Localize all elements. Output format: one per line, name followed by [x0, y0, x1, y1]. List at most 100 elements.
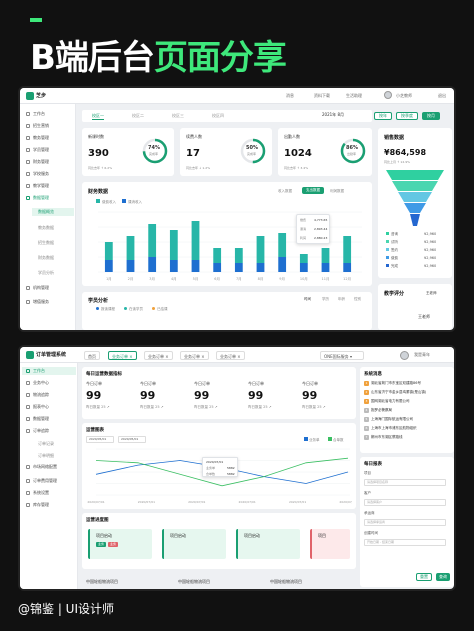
org-select[interactable]: ONE国际服务 ▾	[320, 351, 364, 360]
bar-income[interactable]	[126, 236, 135, 260]
sidebar-item-school[interactable]: 学校服务	[26, 170, 74, 178]
sidebar-item-workbench[interactable]: 工作台	[22, 367, 76, 375]
sidebar-item-addon[interactable]: 增值服务	[26, 298, 74, 306]
tab-campus-4[interactable]: 校区四	[212, 113, 224, 118]
btn-quarter[interactable]: 按季度	[396, 112, 418, 120]
topbar-messages[interactable]: 消息	[286, 93, 294, 98]
tab-income[interactable]: 收入数据	[278, 189, 292, 193]
bar-course[interactable]	[213, 263, 222, 272]
sidebar-sub-order-record[interactable]: 订单记录	[38, 441, 54, 446]
topbar-user[interactable]: 小芝教师	[396, 93, 412, 98]
bar-income[interactable]	[321, 248, 330, 263]
tab-campus-1[interactable]: 校区一	[92, 113, 104, 120]
sidebar-item-students[interactable]: 学员管理	[26, 146, 74, 154]
reset-button[interactable]: 重置	[416, 573, 432, 581]
sidebar-sub-academic[interactable]: 教务数据	[38, 225, 54, 230]
sidebar-item-data[interactable]: 数据管理	[26, 194, 74, 202]
sidebar-item-data[interactable]: 数据管理	[26, 415, 74, 423]
date-range-field[interactable]: 开始日期 - 结束日期	[364, 539, 446, 546]
logout-link[interactable]: 退出	[438, 93, 446, 98]
progress-step[interactable]: 项目启动	[162, 529, 226, 559]
news-item[interactable]: 7 郴州市东湖区蔡路线	[364, 435, 403, 440]
sidebar-item-market[interactable]: 市场网络配置	[26, 463, 74, 471]
sidebar-item-enrollment[interactable]: 招生营销	[26, 122, 74, 130]
bar-income[interactable]	[343, 236, 352, 263]
filter-gender[interactable]: 性别	[354, 297, 361, 301]
sidebar-item-fees[interactable]: 订单费用管理	[26, 477, 74, 485]
sidebar-item-business[interactable]: 业务中心	[26, 379, 74, 387]
project-select[interactable]: 中国轮船物流项目	[178, 579, 210, 584]
bar-income[interactable]	[213, 248, 222, 263]
tab-order-4[interactable]: 业务订单 ×	[216, 351, 245, 360]
progress-step[interactable]: 项目启动 业务 业务	[88, 529, 152, 559]
project-select[interactable]: 中国轮船物流项目	[270, 579, 302, 584]
bar-income[interactable]	[191, 221, 200, 260]
date-picker[interactable]: 2021年 8月	[322, 112, 344, 117]
bar-income[interactable]	[169, 230, 178, 260]
bar-course[interactable]	[104, 260, 113, 272]
bar-income[interactable]	[148, 224, 157, 257]
bar-income[interactable]	[299, 254, 308, 263]
date-from[interactable]: 2020/05/01	[86, 436, 114, 443]
progress-step[interactable]: 项目启动	[236, 529, 300, 559]
customer-field[interactable]: 请选择客户	[364, 499, 446, 506]
sidebar-item-logistics[interactable]: 物流追踪	[26, 391, 74, 399]
progress-step[interactable]: 项目	[310, 529, 350, 559]
carrier-field[interactable]: 请选择承运商	[364, 519, 446, 526]
sidebar-item-settings[interactable]: 系统设置	[26, 489, 74, 497]
sidebar-sub-finance[interactable]: 财务数据	[38, 255, 54, 260]
bar-course[interactable]	[148, 257, 157, 272]
bar-course[interactable]	[191, 260, 200, 272]
news-item[interactable]: 4 抱罗必警察局	[364, 408, 392, 413]
topbar-assistant[interactable]: 生活助理	[346, 93, 362, 98]
news-item[interactable]: 5 上海海门国际航运有限公司	[364, 417, 413, 422]
btn-year[interactable]: 按年	[374, 112, 392, 120]
news-item[interactable]: 6 上海市上海市浦东区航物组织	[364, 426, 417, 431]
tab-campus-3[interactable]: 校区三	[172, 113, 184, 118]
user-name[interactable]: 我是青年	[414, 352, 430, 357]
sidebar-item-academic[interactable]: 教务管理	[26, 134, 74, 142]
tab-expense[interactable]: 支出数据	[302, 187, 324, 194]
avatar[interactable]	[400, 351, 409, 360]
bar-course[interactable]	[256, 263, 265, 272]
sidebar-item-workbench[interactable]: 工作台	[26, 110, 74, 118]
bar-course[interactable]	[299, 263, 308, 272]
bar-course[interactable]	[321, 263, 330, 272]
news-item[interactable]: 2 山东省济宁市金乡县鸡黍镇(是山镇)	[364, 390, 427, 395]
tab-home[interactable]: 首页	[84, 351, 100, 360]
sidebar-item-finance[interactable]: 财务管理	[26, 158, 74, 166]
sidebar-sub-enroll[interactable]: 招生数据	[38, 240, 54, 245]
bar-income[interactable]	[256, 236, 265, 263]
sidebar-sub-overview[interactable]: 数据概览	[32, 208, 74, 216]
btn-month[interactable]: 按月	[422, 112, 440, 120]
tab-order-2[interactable]: 业务订单 ×	[144, 351, 173, 360]
sidebar-sub-order-detail[interactable]: 订单明细	[38, 453, 54, 458]
bar-course[interactable]	[126, 260, 135, 272]
date-to[interactable]: 2020/05/01	[118, 436, 146, 443]
bar-course[interactable]	[343, 263, 352, 272]
news-item[interactable]: 1 湖北省荆门市东宝区双建路86号	[364, 381, 421, 386]
bar-income[interactable]	[234, 248, 243, 263]
sidebar-item-teaching[interactable]: 教学管理	[26, 182, 74, 190]
topbar-downloads[interactable]: 资料下载	[314, 93, 330, 98]
sidebar-item-order-track[interactable]: 订单追踪	[26, 427, 74, 435]
project-select[interactable]: 中国轮船物流项目	[86, 579, 118, 584]
teacher-select[interactable]: 王老师	[426, 291, 437, 295]
tab-order-3[interactable]: 业务订单 ×	[180, 351, 209, 360]
avatar[interactable]	[384, 91, 392, 99]
bar-course[interactable]	[169, 260, 178, 272]
sidebar-sub-students[interactable]: 学员分析	[38, 270, 54, 275]
sidebar-item-reports[interactable]: 报表中心	[26, 403, 74, 411]
project-field[interactable]: 请选择项目名称	[364, 479, 446, 486]
news-item[interactable]: 3 国网湖北省电力有限公司	[364, 399, 410, 404]
filter-time[interactable]: 时间	[304, 297, 311, 301]
bar-course[interactable]	[234, 263, 243, 272]
bar-income[interactable]	[104, 242, 113, 260]
tab-profit[interactable]: 利润数据	[330, 189, 344, 193]
sidebar-item-inventory[interactable]: 库存管理	[26, 501, 74, 509]
query-button[interactable]: 查询	[436, 573, 450, 581]
tab-campus-2[interactable]: 校区二	[132, 113, 144, 118]
filter-age[interactable]: 年龄	[338, 297, 345, 301]
bar-income[interactable]	[278, 233, 287, 257]
filter-edu[interactable]: 学历	[322, 297, 329, 301]
